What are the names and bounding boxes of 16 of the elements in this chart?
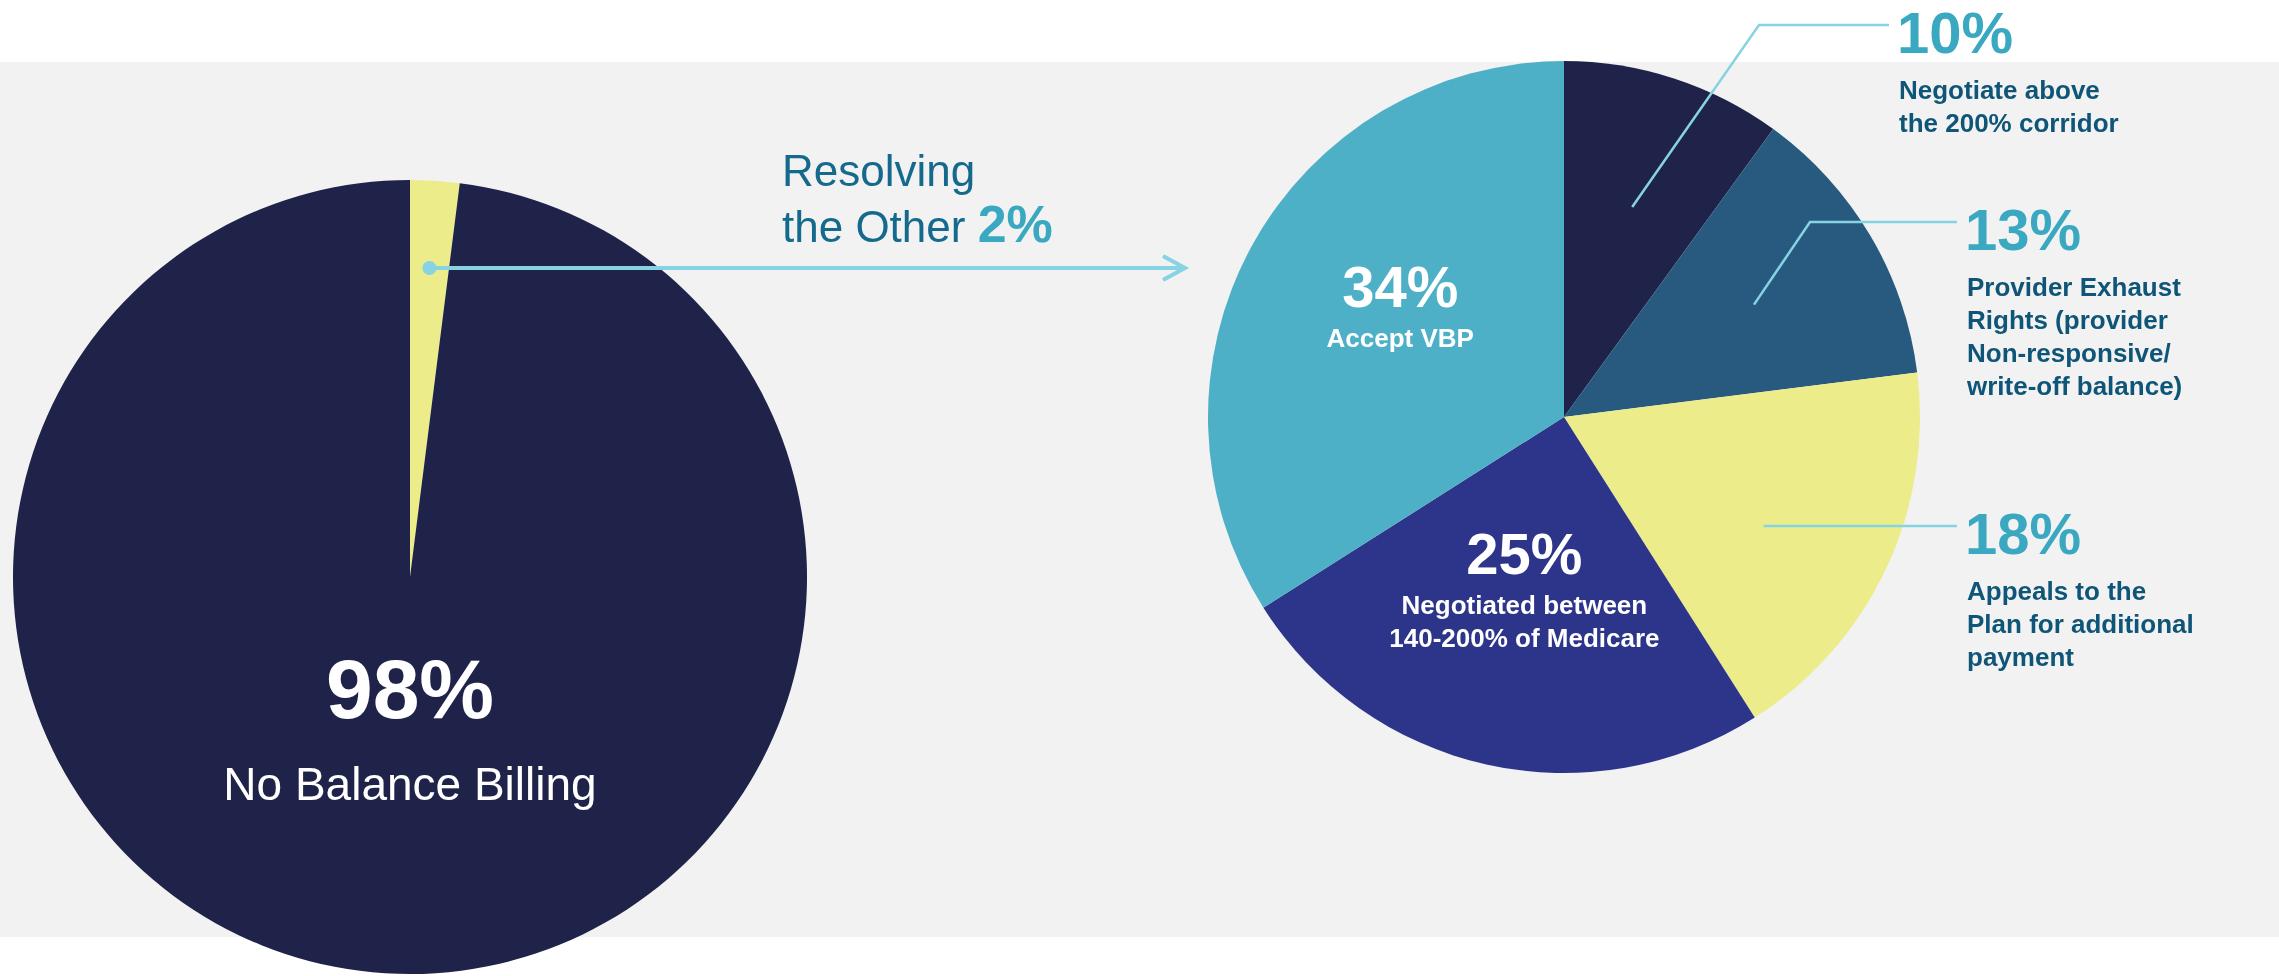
data-label: 34% [1342, 253, 1459, 319]
text: Resolving the Other [782, 146, 976, 251]
pie-slice [1263, 417, 1755, 773]
slice-label: No Balance Billing [223, 758, 597, 810]
data-label: 98% [325, 642, 495, 736]
data-label: 25% [1466, 521, 1583, 587]
slice-label: Negotiate above the 200% corridor [1899, 75, 2119, 138]
text: 2% [977, 195, 1053, 253]
pie-slice [1564, 61, 1774, 417]
slice-label: Appeals to the Plan for additional payment [1967, 576, 2194, 672]
data-label: 10% [1897, 0, 2014, 65]
slice-label: Negotiated between 140-200% of Medicare [1389, 590, 1660, 654]
slice-label: Accept VBP [1326, 322, 1474, 353]
data-label: 13% [1965, 197, 2082, 262]
slice-label: Provider Exhaust Rights (provider Non-responsive/ write-off balance) [1966, 272, 2183, 401]
data-label: 18% [1965, 501, 2082, 566]
